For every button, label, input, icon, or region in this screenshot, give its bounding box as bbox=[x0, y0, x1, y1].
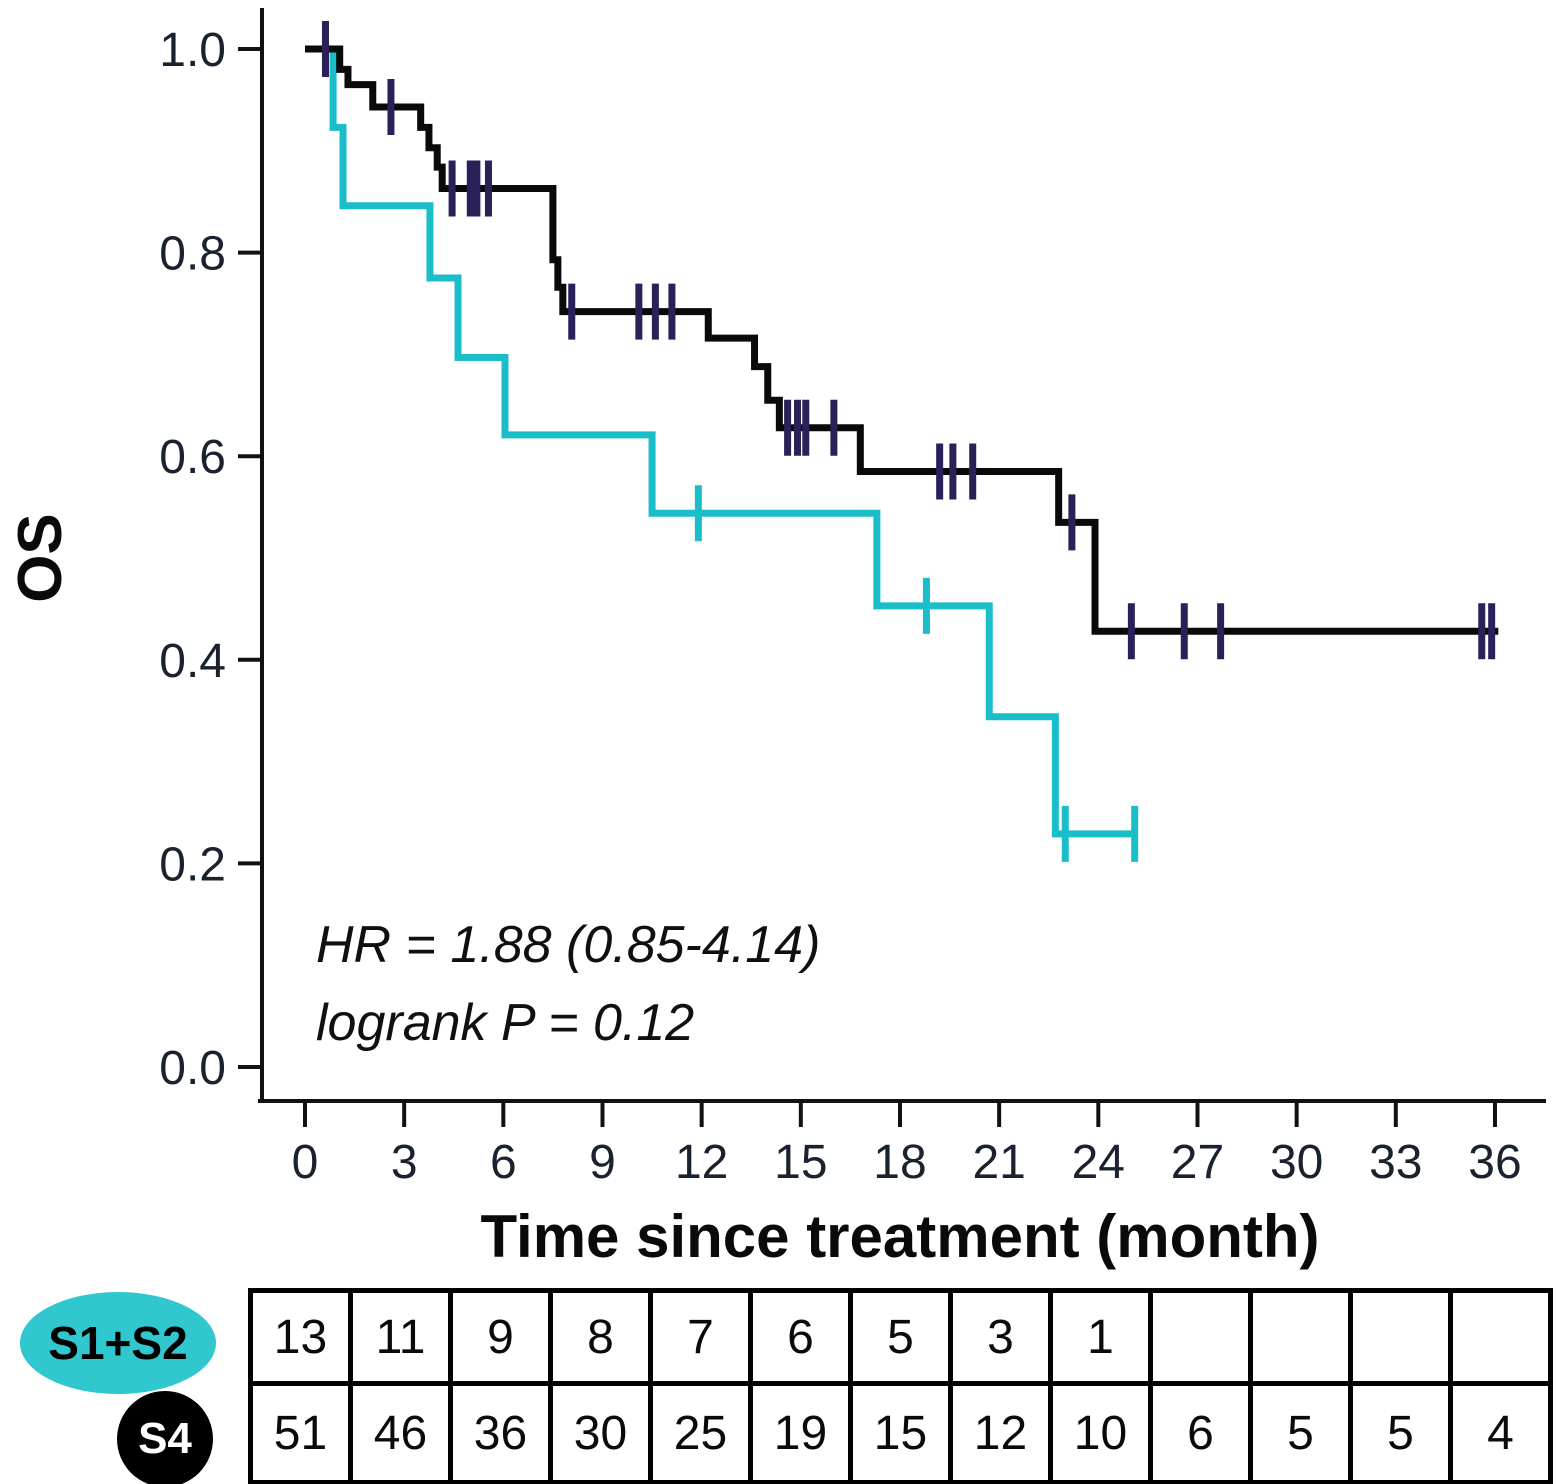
risk-cell-row0-col2: 9 bbox=[453, 1293, 548, 1381]
risk-cell-row1-col7: 12 bbox=[953, 1386, 1048, 1480]
y-tick-label: 0.8 bbox=[159, 228, 226, 281]
risk-cell-row0-col4: 7 bbox=[653, 1293, 748, 1381]
survival-curve-s4 bbox=[305, 45, 1499, 635]
stats-annotation: HR = 1.88 (0.85-4.14) logrank P = 0.12 bbox=[316, 906, 820, 1062]
risk-cell-row0-col0: 13 bbox=[253, 1293, 348, 1381]
x-tick-label: 24 bbox=[1072, 1136, 1125, 1189]
risk-cell-row0-col11 bbox=[1353, 1293, 1448, 1381]
x-tick-label: 3 bbox=[391, 1136, 418, 1189]
x-axis-title: Time since treatment (month) bbox=[480, 1203, 1320, 1270]
x-tick-label: 21 bbox=[972, 1136, 1025, 1189]
risk-cell-row1-col3: 30 bbox=[553, 1386, 648, 1480]
risk-cell-row1-col10: 5 bbox=[1253, 1386, 1348, 1480]
risk-cell-row0-col3: 8 bbox=[553, 1293, 648, 1381]
hr-text: HR = 1.88 (0.85-4.14) bbox=[316, 916, 821, 974]
x-tick-label: 27 bbox=[1171, 1136, 1224, 1189]
x-tick-label: 12 bbox=[675, 1136, 728, 1189]
y-tick-label: 1.0 bbox=[159, 24, 226, 77]
y-tick-label: 0.0 bbox=[159, 1042, 226, 1095]
legend-label-s1s2: S1+S2 bbox=[48, 1317, 188, 1369]
risk-cell-row1-col8: 10 bbox=[1053, 1386, 1148, 1480]
x-tick-label: 36 bbox=[1468, 1136, 1521, 1189]
risk-cell-row1-col5: 19 bbox=[753, 1386, 848, 1480]
x-tick-label: 0 bbox=[292, 1136, 319, 1189]
risk-cell-row1-col1: 46 bbox=[353, 1386, 448, 1480]
risk-table: 13 11 9 8 7 6 5 3 1 51 46 36 30 25 19 15 12 10 6 5 5 4 bbox=[248, 1288, 1553, 1484]
risk-cell-row1-col12: 4 bbox=[1453, 1386, 1548, 1480]
risk-cell-row0-col9 bbox=[1153, 1293, 1248, 1381]
y-tick-label: 0.2 bbox=[159, 838, 226, 891]
x-tick-label: 30 bbox=[1270, 1136, 1323, 1189]
x-tick-label: 18 bbox=[873, 1136, 926, 1189]
y-axis-title: OS bbox=[6, 513, 75, 603]
risk-cell-row0-col12 bbox=[1453, 1293, 1548, 1381]
risk-cell-row1-col2: 36 bbox=[453, 1386, 548, 1480]
risk-cell-row1-col9: 6 bbox=[1153, 1386, 1248, 1480]
risk-cell-row0-col8: 1 bbox=[1053, 1293, 1148, 1381]
y-tick-label: 0.4 bbox=[159, 635, 226, 688]
x-tick-label: 6 bbox=[490, 1136, 517, 1189]
risk-cell-row1-col4: 25 bbox=[653, 1386, 748, 1480]
risk-cell-row1-col0: 51 bbox=[253, 1386, 348, 1480]
y-tick-label: 0.6 bbox=[159, 431, 226, 484]
x-tick-label: 33 bbox=[1369, 1136, 1422, 1189]
logrank-p-text: logrank P = 0.12 bbox=[316, 994, 695, 1052]
survival-curve-s1s2 bbox=[305, 45, 1138, 838]
risk-cell-row1-col11: 5 bbox=[1353, 1386, 1448, 1480]
legend-badge-s4: S4 bbox=[117, 1391, 213, 1484]
risk-cell-row0-col7: 3 bbox=[953, 1293, 1048, 1381]
risk-cell-row0-col1: 11 bbox=[353, 1293, 448, 1381]
x-tick-label: 9 bbox=[589, 1136, 616, 1189]
x-tick-label: 15 bbox=[774, 1136, 827, 1189]
risk-cell-row0-col10 bbox=[1253, 1293, 1348, 1381]
legend-label-s4: S4 bbox=[138, 1414, 192, 1463]
risk-cell-row0-col6: 5 bbox=[853, 1293, 948, 1381]
risk-cell-row1-col6: 15 bbox=[853, 1386, 948, 1480]
risk-cell-row0-col5: 6 bbox=[753, 1293, 848, 1381]
legend-badge-s1s2: S1+S2 bbox=[20, 1292, 216, 1394]
